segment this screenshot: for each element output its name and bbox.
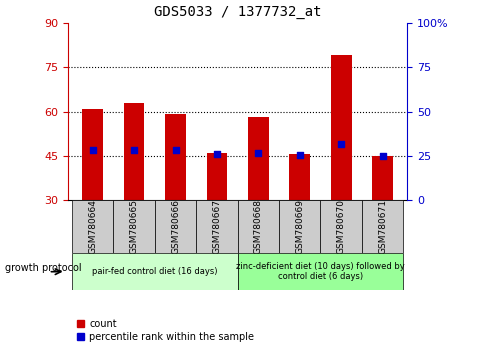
- Bar: [361, 200, 402, 253]
- Bar: [320, 200, 361, 253]
- Point: [336, 141, 344, 147]
- Bar: [72, 253, 237, 290]
- Bar: [113, 200, 154, 253]
- Text: GSM780671: GSM780671: [378, 199, 386, 254]
- Bar: [247, 118, 268, 200]
- Bar: [165, 114, 185, 200]
- Text: GSM780664: GSM780664: [88, 199, 97, 254]
- Bar: [123, 103, 144, 200]
- Text: zinc-deficient diet (10 days) followed by
control diet (6 days): zinc-deficient diet (10 days) followed b…: [236, 262, 404, 281]
- Point: [130, 147, 138, 153]
- Text: GSM780667: GSM780667: [212, 199, 221, 254]
- Point: [378, 153, 386, 159]
- Bar: [82, 109, 103, 200]
- Text: GSM780669: GSM780669: [295, 199, 303, 254]
- Bar: [237, 253, 402, 290]
- Text: GSM780670: GSM780670: [336, 199, 345, 254]
- Text: GSM780668: GSM780668: [253, 199, 262, 254]
- Text: GSM780666: GSM780666: [171, 199, 180, 254]
- Legend: count, percentile rank within the sample: count, percentile rank within the sample: [73, 315, 257, 346]
- Bar: [289, 154, 309, 200]
- Bar: [371, 156, 392, 200]
- Text: GSM780665: GSM780665: [129, 199, 138, 254]
- Point: [171, 147, 179, 153]
- Bar: [154, 200, 196, 253]
- Point: [212, 152, 220, 157]
- Title: GDS5033 / 1377732_at: GDS5033 / 1377732_at: [153, 5, 321, 19]
- Text: pair-fed control diet (16 days): pair-fed control diet (16 days): [92, 267, 217, 276]
- Point: [295, 152, 303, 158]
- Bar: [278, 200, 320, 253]
- Bar: [196, 200, 237, 253]
- Bar: [206, 153, 227, 200]
- Bar: [72, 200, 113, 253]
- Bar: [330, 56, 351, 200]
- Point: [254, 150, 262, 156]
- Bar: [237, 200, 278, 253]
- Point: [89, 147, 96, 153]
- Text: growth protocol: growth protocol: [5, 263, 81, 273]
